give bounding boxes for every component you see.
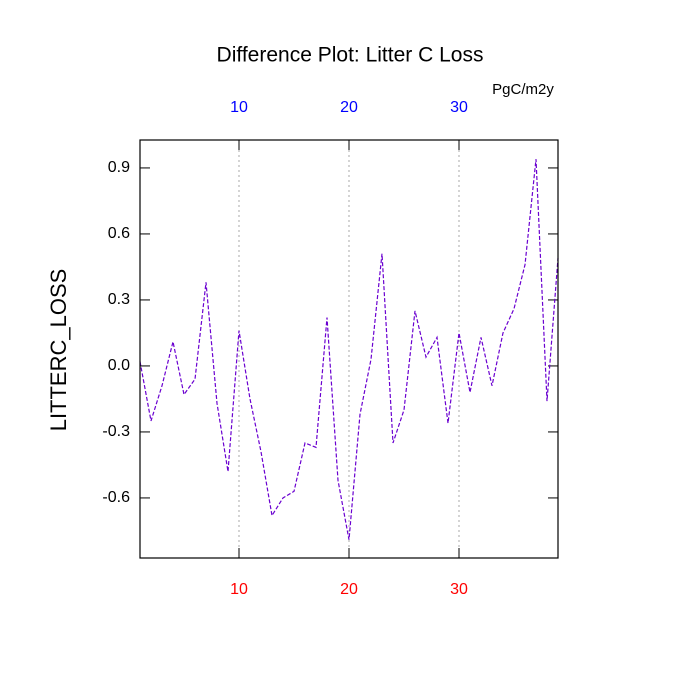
x-tick-label-top: 10 — [230, 99, 248, 116]
units-label: PgC/m2y — [492, 81, 554, 98]
y-tick-label: 0.3 — [108, 291, 130, 308]
y-tick-label: -0.6 — [102, 489, 130, 506]
chart-title: Difference Plot: Litter C Loss — [217, 44, 484, 67]
y-tick-label: 0.9 — [108, 159, 130, 176]
x-tick-label-top: 20 — [340, 99, 358, 116]
x-tick-label-top: 30 — [450, 99, 468, 116]
y-tick-label: 0.0 — [108, 357, 130, 374]
data-line — [139, 159, 559, 540]
y-tick-label: -0.3 — [102, 423, 130, 440]
y-axis-label: LITTERC_LOSS — [46, 269, 71, 432]
x-tick-label: 20 — [340, 581, 358, 598]
x-tick-label: 10 — [230, 581, 248, 598]
plot-frame — [139, 139, 559, 559]
y-tick-label: 0.6 — [108, 225, 130, 242]
x-tick-label: 30 — [450, 581, 468, 598]
